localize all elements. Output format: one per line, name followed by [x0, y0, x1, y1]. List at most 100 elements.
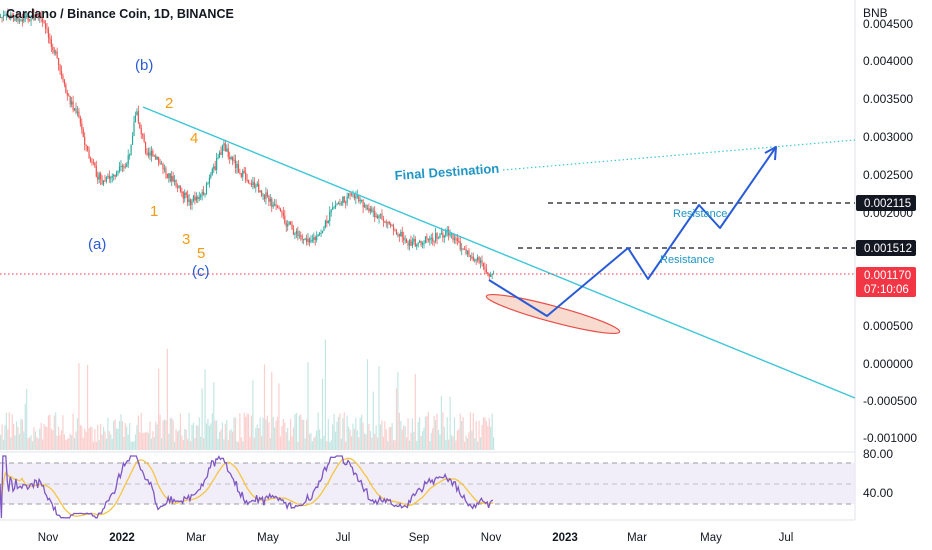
volume-bar — [155, 421, 157, 450]
volume-bar — [478, 420, 480, 450]
volume-bar — [203, 438, 205, 450]
volume-bar — [100, 424, 102, 450]
candle-body — [408, 240, 411, 246]
candle-body — [426, 236, 428, 239]
volume-bar — [66, 438, 68, 450]
candle-body — [153, 155, 155, 157]
volume-bar — [265, 419, 267, 450]
volume-bar — [452, 436, 454, 450]
candle-body — [313, 237, 315, 240]
candle-body — [261, 190, 263, 196]
candle-body — [116, 172, 118, 177]
candle-body — [123, 166, 125, 168]
candle-body — [118, 166, 121, 171]
volume-bar — [47, 415, 50, 450]
descending-trendline[interactable] — [142, 106, 856, 399]
candle-body — [287, 224, 289, 227]
price-axis[interactable]: 0.004500 0.004000 0.003500 0.003000 0.002500… — [863, 17, 917, 445]
final-destination-line[interactable] — [502, 139, 856, 171]
volume-bar — [374, 433, 376, 450]
volume-bar — [323, 435, 325, 450]
volume-bar — [147, 433, 150, 450]
volume-bar — [390, 426, 392, 450]
candle-body — [7, 14, 9, 17]
volume-bar — [221, 422, 224, 450]
candle-body — [356, 195, 358, 197]
rsi-ma-line — [0, 457, 494, 517]
candle-body — [314, 237, 316, 240]
volume-bar — [388, 427, 390, 450]
time-axis[interactable]: Nov 2022 Mar May Jul Sep Nov 2023 Mar May Jul — [38, 532, 794, 544]
candle-body — [171, 175, 173, 182]
support-ellipse[interactable] — [484, 288, 621, 339]
candle-body — [104, 180, 106, 182]
volume-bar — [320, 438, 322, 450]
price-tick: 0.003000 — [863, 130, 913, 144]
candle-body — [468, 250, 470, 256]
volume-bar — [453, 417, 456, 450]
candle-body — [185, 192, 187, 195]
candle-body — [413, 239, 415, 242]
candle-body — [107, 175, 109, 178]
volume-bar — [279, 436, 282, 450]
volume-bar — [411, 418, 413, 450]
candle-body — [66, 93, 68, 96]
candle-body — [406, 239, 408, 243]
candle-body — [204, 193, 206, 195]
candle-body — [65, 84, 67, 94]
symbol-title[interactable]: Cardano / Binance Coin, 1D, BINANCE — [6, 7, 234, 21]
candle-body — [450, 233, 453, 235]
volume-bar — [262, 417, 264, 450]
volume-bar — [240, 437, 242, 450]
volume-bar — [53, 415, 55, 450]
volume-bar — [465, 435, 467, 450]
candle-body — [10, 14, 12, 19]
candle-body — [397, 234, 399, 236]
volume-bar — [326, 441, 328, 450]
volume-bar — [420, 435, 422, 450]
candle-body — [262, 194, 264, 196]
projection-path[interactable] — [488, 146, 777, 317]
volume-bar — [379, 424, 382, 450]
candle-body — [179, 185, 181, 192]
volume-bar — [117, 428, 119, 450]
candle-body — [333, 207, 335, 209]
candle-body — [461, 248, 463, 250]
candle-body — [156, 157, 158, 160]
volume-bar — [69, 433, 71, 450]
candle-body — [129, 154, 131, 156]
volume-bar — [75, 431, 77, 450]
candle-body — [94, 162, 96, 167]
candle-body — [485, 268, 487, 273]
candle-body — [2, 15, 5, 18]
candle-body — [382, 219, 384, 222]
candle-body — [419, 240, 421, 243]
volume-bar — [33, 427, 35, 450]
volume-bar — [385, 429, 387, 450]
volume-bar — [349, 429, 351, 450]
volume-bar — [63, 434, 65, 450]
candle-body — [404, 239, 406, 241]
volume-bar — [163, 419, 166, 450]
volume-bar — [204, 369, 206, 450]
volume-bar — [68, 438, 70, 450]
candle-body — [294, 233, 296, 235]
candle-body — [327, 221, 329, 224]
candle-body — [303, 238, 305, 240]
candle-body — [174, 179, 176, 182]
volume-bar — [333, 414, 335, 450]
candle-body — [297, 231, 299, 236]
candle-body — [276, 206, 279, 208]
volume-bar — [474, 438, 476, 450]
price-tick: 0.004500 — [863, 17, 913, 31]
candle-body — [474, 259, 476, 261]
candle-body — [479, 260, 482, 263]
volume-bar — [401, 429, 403, 450]
candle-body — [27, 15, 29, 21]
candle-body — [143, 135, 145, 142]
candle-body — [288, 221, 290, 225]
candle-body — [126, 164, 128, 167]
candle-body — [81, 123, 83, 130]
candle-body — [191, 200, 193, 205]
